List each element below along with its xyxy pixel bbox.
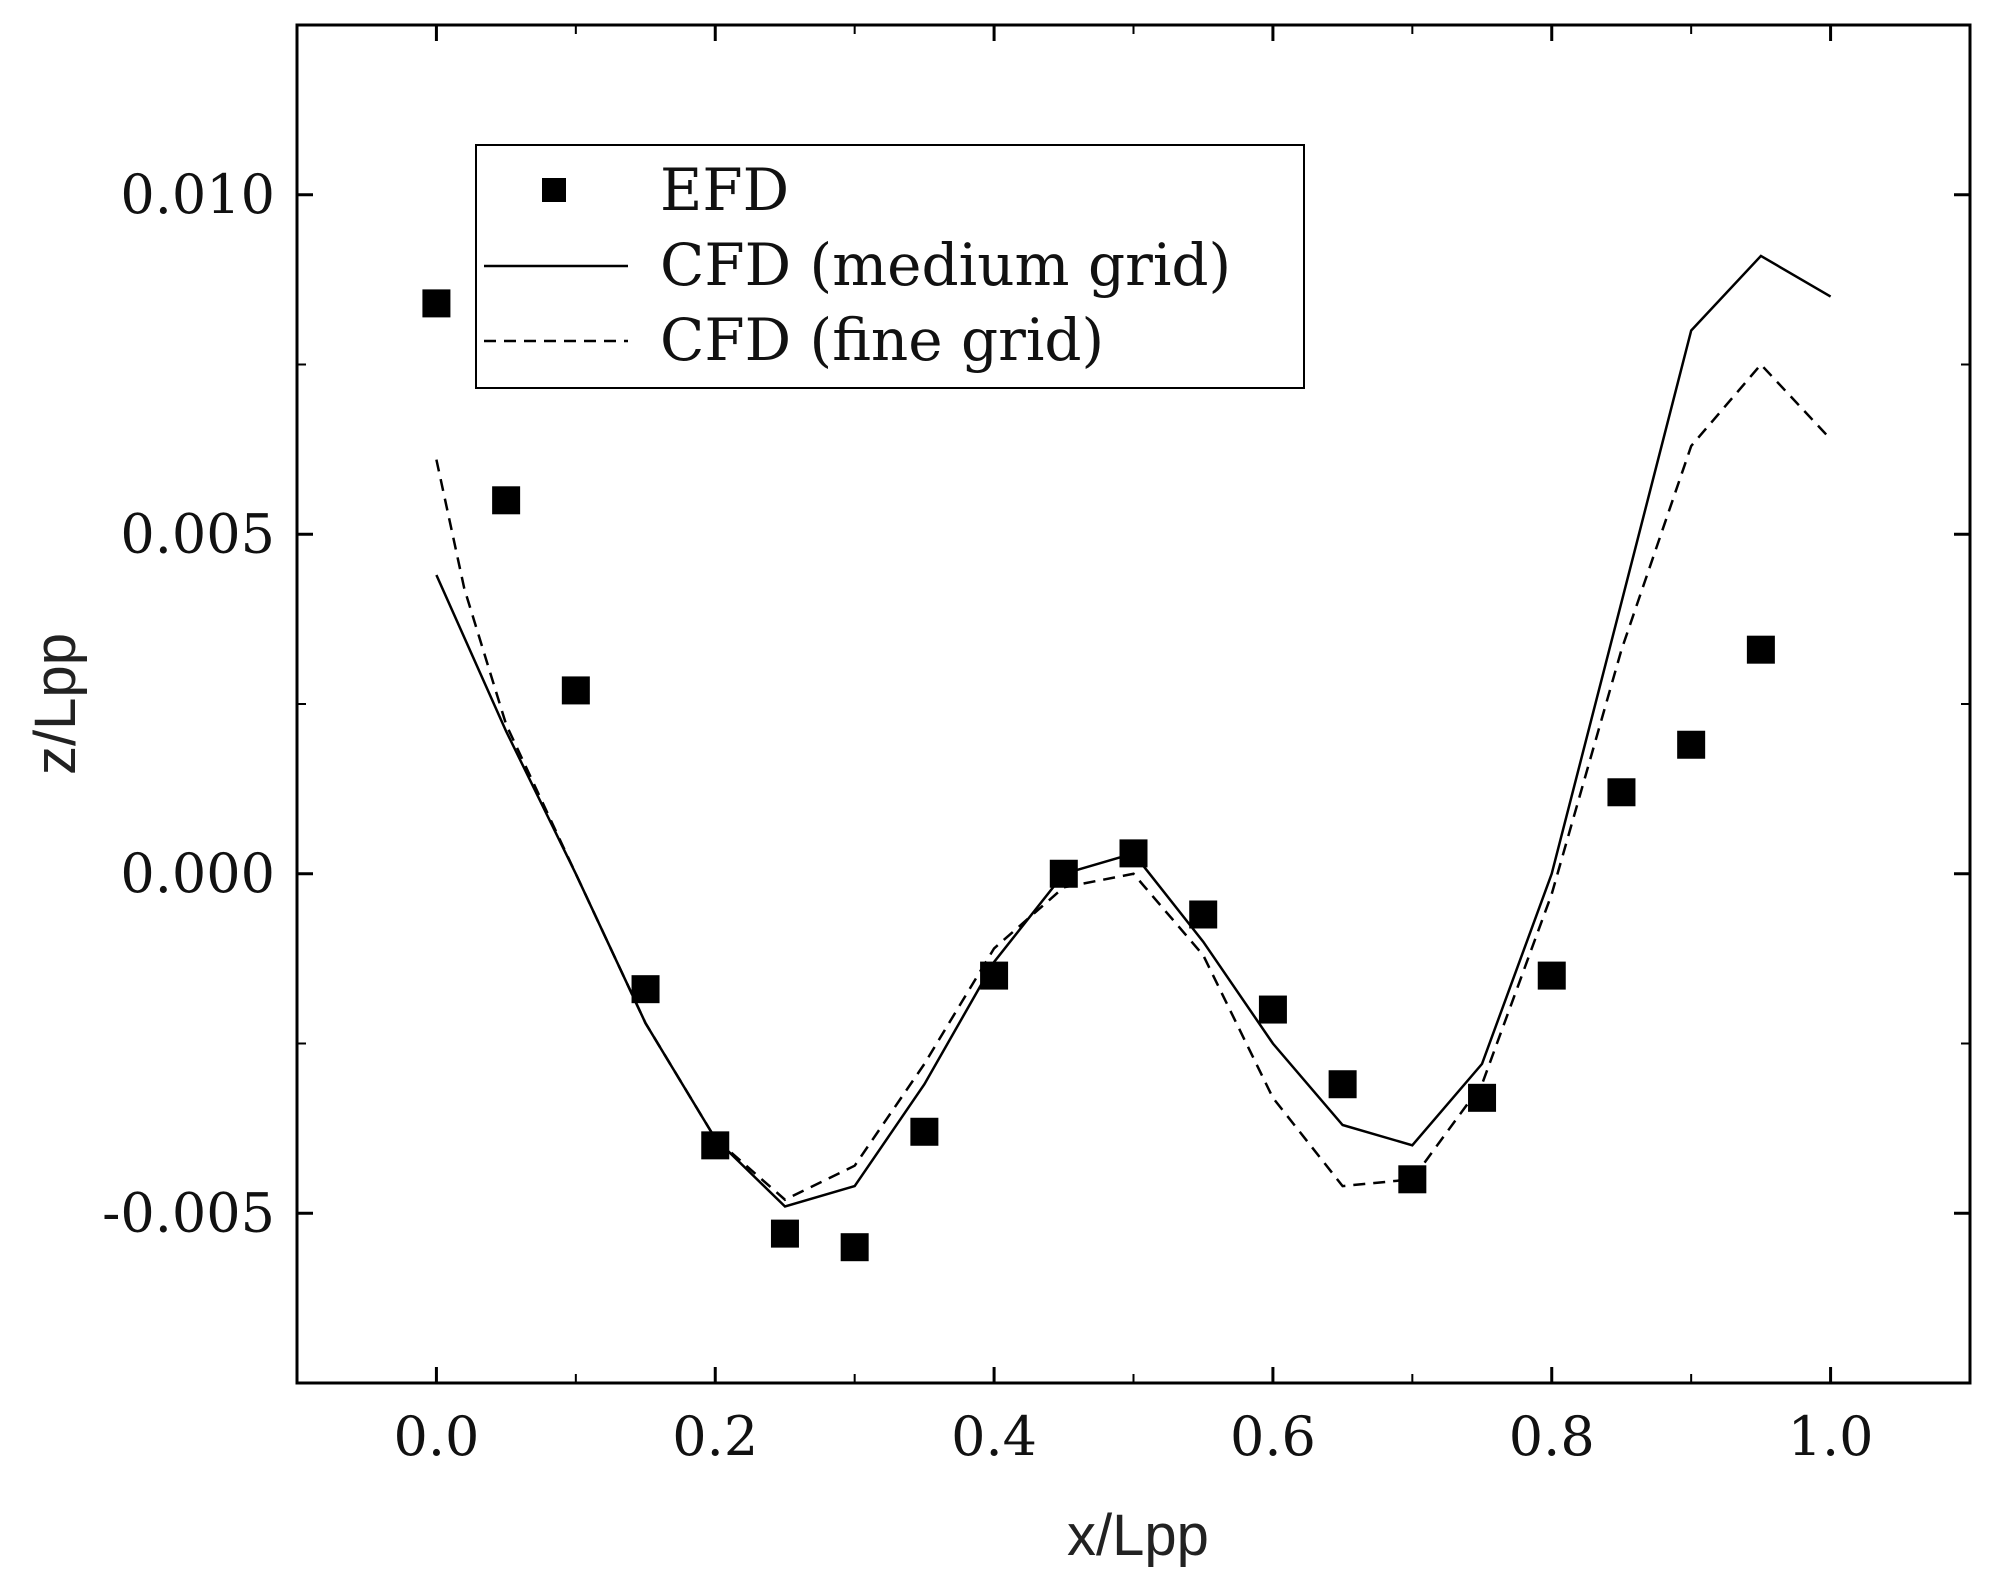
- efd-point: [910, 1117, 939, 1146]
- efd-point: [1049, 859, 1078, 888]
- legend-label-efd: EFD: [660, 156, 789, 224]
- x-tick-label: 0.0: [393, 1405, 479, 1468]
- efd-point: [1537, 961, 1566, 990]
- efd-point: [631, 975, 660, 1004]
- efd-markers: [422, 289, 1775, 1262]
- legend-label-cfd-medium-grid: CFD (medium grid): [660, 231, 1231, 299]
- efd-point: [1746, 635, 1775, 664]
- y-tick-label: 0.010: [120, 163, 275, 226]
- x-tick-label: 0.8: [1509, 1405, 1595, 1468]
- efd-point: [561, 676, 590, 705]
- series-line-cfd-fine-grid: [435, 362, 1832, 1202]
- efd-point: [980, 961, 1009, 990]
- y-tick-label: 0.000: [120, 842, 275, 905]
- legend: EFD CFD (medium grid) CFD (fine grid): [475, 144, 1305, 389]
- efd-point: [1258, 995, 1287, 1024]
- y-tick-label: 0.005: [120, 502, 275, 565]
- efd-point: [1189, 900, 1218, 929]
- x-tick-label: 0.6: [1230, 1405, 1316, 1468]
- x-tick-label: 0.2: [672, 1405, 758, 1468]
- efd-point: [1607, 778, 1636, 807]
- efd-point: [492, 486, 521, 515]
- efd-point: [701, 1131, 730, 1160]
- legend-label-cfd-fine-grid: CFD (fine grid): [660, 306, 1104, 374]
- efd-point: [1398, 1165, 1427, 1194]
- efd-point: [1468, 1083, 1497, 1112]
- y-tick-label: -0.005: [102, 1181, 275, 1244]
- plot-area: [422, 254, 1832, 1262]
- y-axis-ticks: -0.005 0.000 0.005 0.010: [102, 24, 1970, 1384]
- x-axis-ticks: 0.0 0.2 0.4 0.6 0.8 1.0: [296, 25, 1971, 1468]
- x-axis-title: x/Lpp: [1067, 1503, 1209, 1568]
- legend-swatch-efd: [542, 178, 566, 202]
- efd-point: [422, 289, 451, 318]
- efd-point: [770, 1219, 799, 1248]
- x-tick-label: 0.4: [951, 1405, 1037, 1468]
- y-axis-title: z/Lpp: [23, 633, 88, 775]
- efd-point: [1677, 730, 1706, 759]
- x-tick-label: 1.0: [1788, 1405, 1874, 1468]
- efd-point: [1328, 1070, 1357, 1099]
- efd-point: [840, 1233, 869, 1262]
- efd-point: [1119, 839, 1148, 868]
